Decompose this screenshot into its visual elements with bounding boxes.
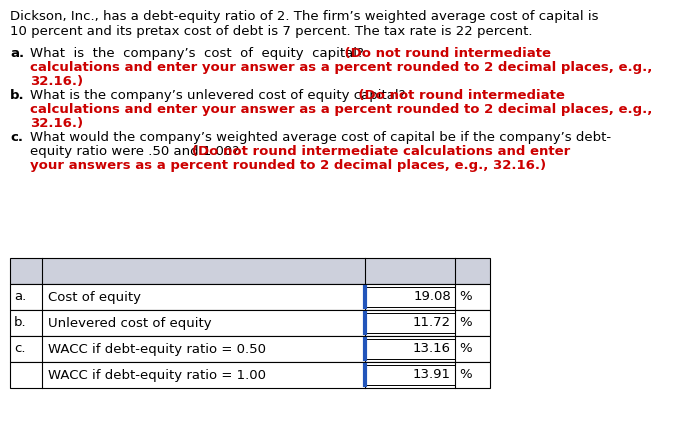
Bar [10, 310, 490, 336]
Bar [10, 362, 490, 388]
Text: WACC if debt-equity ratio = 1.00: WACC if debt-equity ratio = 1.00 [48, 368, 266, 381]
Text: WACC if debt-equity ratio = 0.50: WACC if debt-equity ratio = 0.50 [48, 342, 266, 355]
Text: %: % [459, 368, 472, 381]
Text: %: % [459, 316, 472, 329]
Text: (Do not round intermediate: (Do not round intermediate [30, 47, 551, 60]
Bar [10, 336, 490, 362]
Text: 19.08: 19.08 [413, 290, 451, 303]
Text: %: % [459, 290, 472, 303]
Text: What would the company’s weighted average cost of capital be if the company’s de: What would the company’s weighted averag… [30, 131, 611, 144]
Text: 11.72: 11.72 [413, 316, 451, 329]
Text: c.: c. [10, 131, 23, 144]
Text: a.: a. [10, 47, 24, 60]
Text: b.: b. [10, 89, 24, 102]
Text: Dickson, Inc., has a debt-equity ratio of 2. The firm’s weighted average cost of: Dickson, Inc., has a debt-equity ratio o… [10, 10, 599, 23]
Bar [10, 258, 490, 284]
Text: %: % [459, 342, 472, 355]
Bar [365, 287, 455, 307]
Text: 13.91: 13.91 [413, 368, 451, 381]
Bar [365, 313, 455, 333]
Text: Unlevered cost of equity: Unlevered cost of equity [48, 316, 212, 329]
Bar [365, 339, 455, 359]
Text: (Do not round intermediate: (Do not round intermediate [30, 89, 565, 102]
Text: 32.16.): 32.16.) [30, 117, 83, 130]
Text: calculations and enter your answer as a percent rounded to 2 decimal places, e.g: calculations and enter your answer as a … [30, 61, 652, 74]
Text: b.: b. [14, 316, 26, 329]
Text: 13.16: 13.16 [413, 342, 451, 355]
Text: (Do not round intermediate calculations and enter: (Do not round intermediate calculations … [30, 145, 570, 158]
Text: equity ratio were .50 and 1.00?: equity ratio were .50 and 1.00? [30, 145, 244, 158]
Text: c.: c. [14, 342, 26, 355]
Text: What  is  the  company’s  cost  of  equity  capital?: What is the company’s cost of equity cap… [30, 47, 368, 60]
Text: calculations and enter your answer as a percent rounded to 2 decimal places, e.g: calculations and enter your answer as a … [30, 103, 652, 116]
Text: a.: a. [14, 290, 26, 303]
Bar [10, 284, 490, 310]
Text: 32.16.): 32.16.) [30, 75, 83, 88]
Text: 10 percent and its pretax cost of debt is 7 percent. The tax rate is 22 percent.: 10 percent and its pretax cost of debt i… [10, 25, 533, 38]
Text: What is the company’s unlevered cost of equity capital?: What is the company’s unlevered cost of … [30, 89, 410, 102]
Text: Cost of equity: Cost of equity [48, 290, 141, 303]
Text: your answers as a percent rounded to 2 decimal places, e.g., 32.16.): your answers as a percent rounded to 2 d… [30, 159, 546, 172]
Bar [365, 365, 455, 385]
